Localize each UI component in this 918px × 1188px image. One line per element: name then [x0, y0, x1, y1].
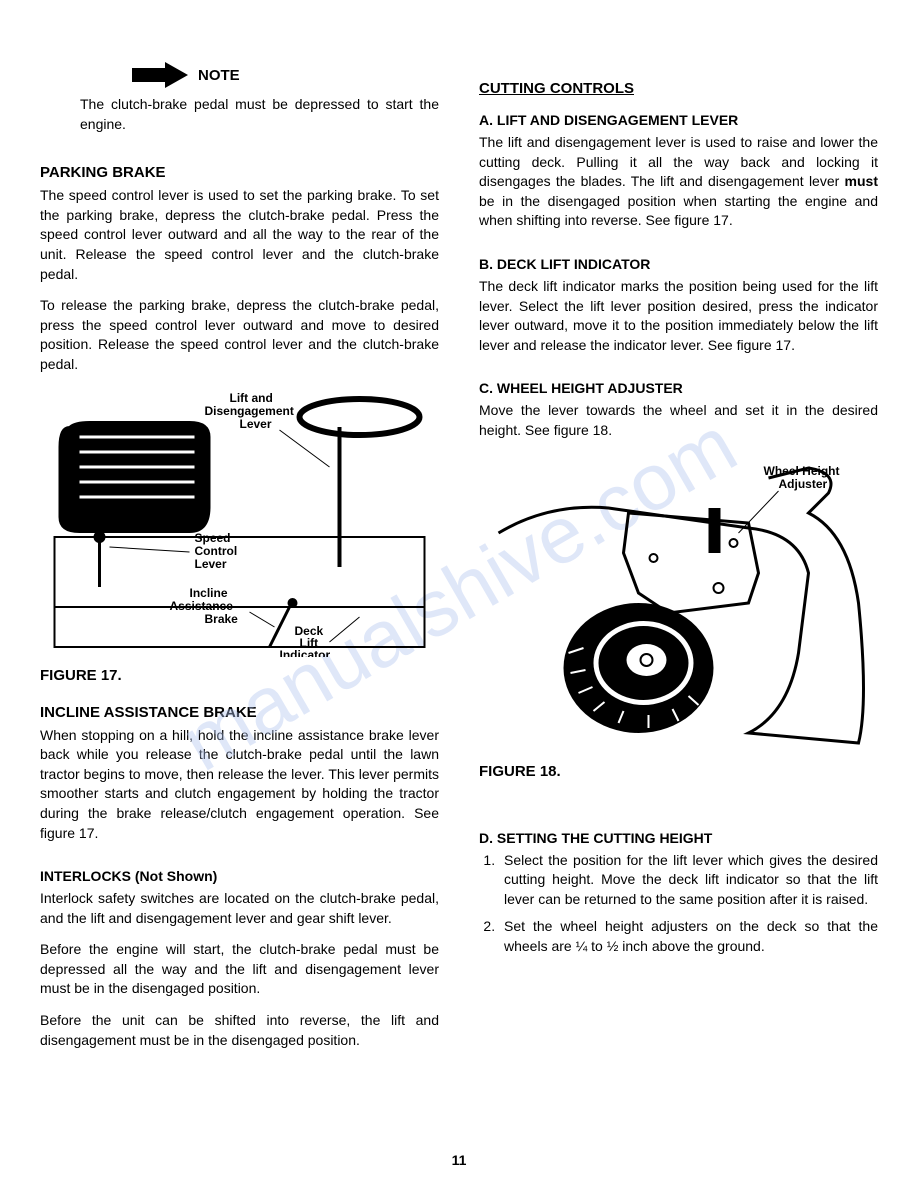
right-column: CUTTING CONTROLS A. LIFT AND DISENGAGEME…: [479, 60, 878, 1062]
fig17-label-deck3: Indicator: [280, 648, 331, 657]
fig17-label-lift: Lift and: [230, 391, 273, 405]
note-header: NOTE: [80, 60, 439, 90]
left-column: NOTE The clutch-brake pedal must be depr…: [40, 60, 439, 1062]
fig17-label-incline: Incline: [190, 586, 228, 600]
fig18-label-wheel2: Adjuster: [779, 477, 828, 491]
parking-brake-para1: The speed control lever is used to set t…: [40, 186, 439, 284]
interlocks-para2: Before the engine will start, the clutch…: [40, 940, 439, 999]
figure-17-caption: FIGURE 17.: [40, 667, 439, 684]
interlocks-para3: Before the unit can be shifted into reve…: [40, 1011, 439, 1050]
wheel-height-para1: Move the lever towards the wheel and set…: [479, 401, 878, 440]
lift-lever-text-after: be in the disengaged position when start…: [479, 193, 878, 229]
fig17-label-speed: Speed: [195, 531, 231, 545]
fig17-label-incline3: Brake: [205, 612, 239, 626]
page-number: 11: [452, 1152, 467, 1168]
deck-lift-para1: The deck lift indicator marks the positi…: [479, 277, 878, 355]
lift-lever-text-bold: must: [845, 173, 878, 189]
note-label: NOTE: [198, 67, 240, 84]
wheel-height-heading: C. WHEEL HEIGHT ADJUSTER: [479, 380, 878, 396]
setting-height-heading: D. SETTING THE CUTTING HEIGHT: [479, 830, 878, 846]
setting-height-item1: Select the position for the lift lever w…: [499, 851, 878, 910]
tractor-diagram-icon: Lift and Disengagement Lever Spe: [40, 387, 439, 657]
parking-brake-para2: To release the parking brake, depress th…: [40, 296, 439, 374]
setting-height-list: Select the position for the lift lever w…: [499, 851, 878, 957]
interlocks-heading: INTERLOCKS (Not Shown): [40, 868, 439, 884]
fig17-label-speed3: Lever: [195, 557, 227, 571]
incline-brake-para1: When stopping on a hill, hold the inclin…: [40, 726, 439, 844]
fig17-label-speed2: Control: [195, 544, 238, 558]
fig17-label-incline2: Assistance: [170, 599, 234, 613]
lift-lever-para1: The lift and disengagement lever is used…: [479, 133, 878, 231]
cutting-controls-heading: CUTTING CONTROLS: [479, 80, 878, 97]
note-text: The clutch-brake pedal must be depressed…: [80, 95, 439, 134]
deck-lift-heading: B. DECK LIFT INDICATOR: [479, 256, 878, 272]
fig17-label-lift3: Lever: [240, 417, 272, 431]
figure-18-caption: FIGURE 18.: [479, 763, 878, 780]
interlocks-para1: Interlock safety switches are located on…: [40, 889, 439, 928]
arrow-right-icon: [130, 60, 190, 90]
incline-brake-heading: INCLINE ASSISTANCE BRAKE: [40, 704, 439, 721]
parking-brake-heading: PARKING BRAKE: [40, 164, 439, 181]
figure-17-image: Lift and Disengagement Lever Spe: [40, 387, 439, 657]
setting-height-item2: Set the wheel height adjusters on the de…: [499, 917, 878, 956]
note-block: NOTE The clutch-brake pedal must be depr…: [80, 60, 439, 134]
lift-lever-text-before: The lift and disengagement lever is used…: [479, 134, 878, 189]
wheel-diagram-icon: Wheel Height Adjuster: [479, 453, 878, 753]
page-container: NOTE The clutch-brake pedal must be depr…: [40, 60, 878, 1062]
lift-lever-heading: A. LIFT AND DISENGAGEMENT LEVER: [479, 112, 878, 128]
fig17-label-lift2: Disengagement: [205, 404, 294, 418]
figure-18-image: Wheel Height Adjuster: [479, 453, 878, 753]
